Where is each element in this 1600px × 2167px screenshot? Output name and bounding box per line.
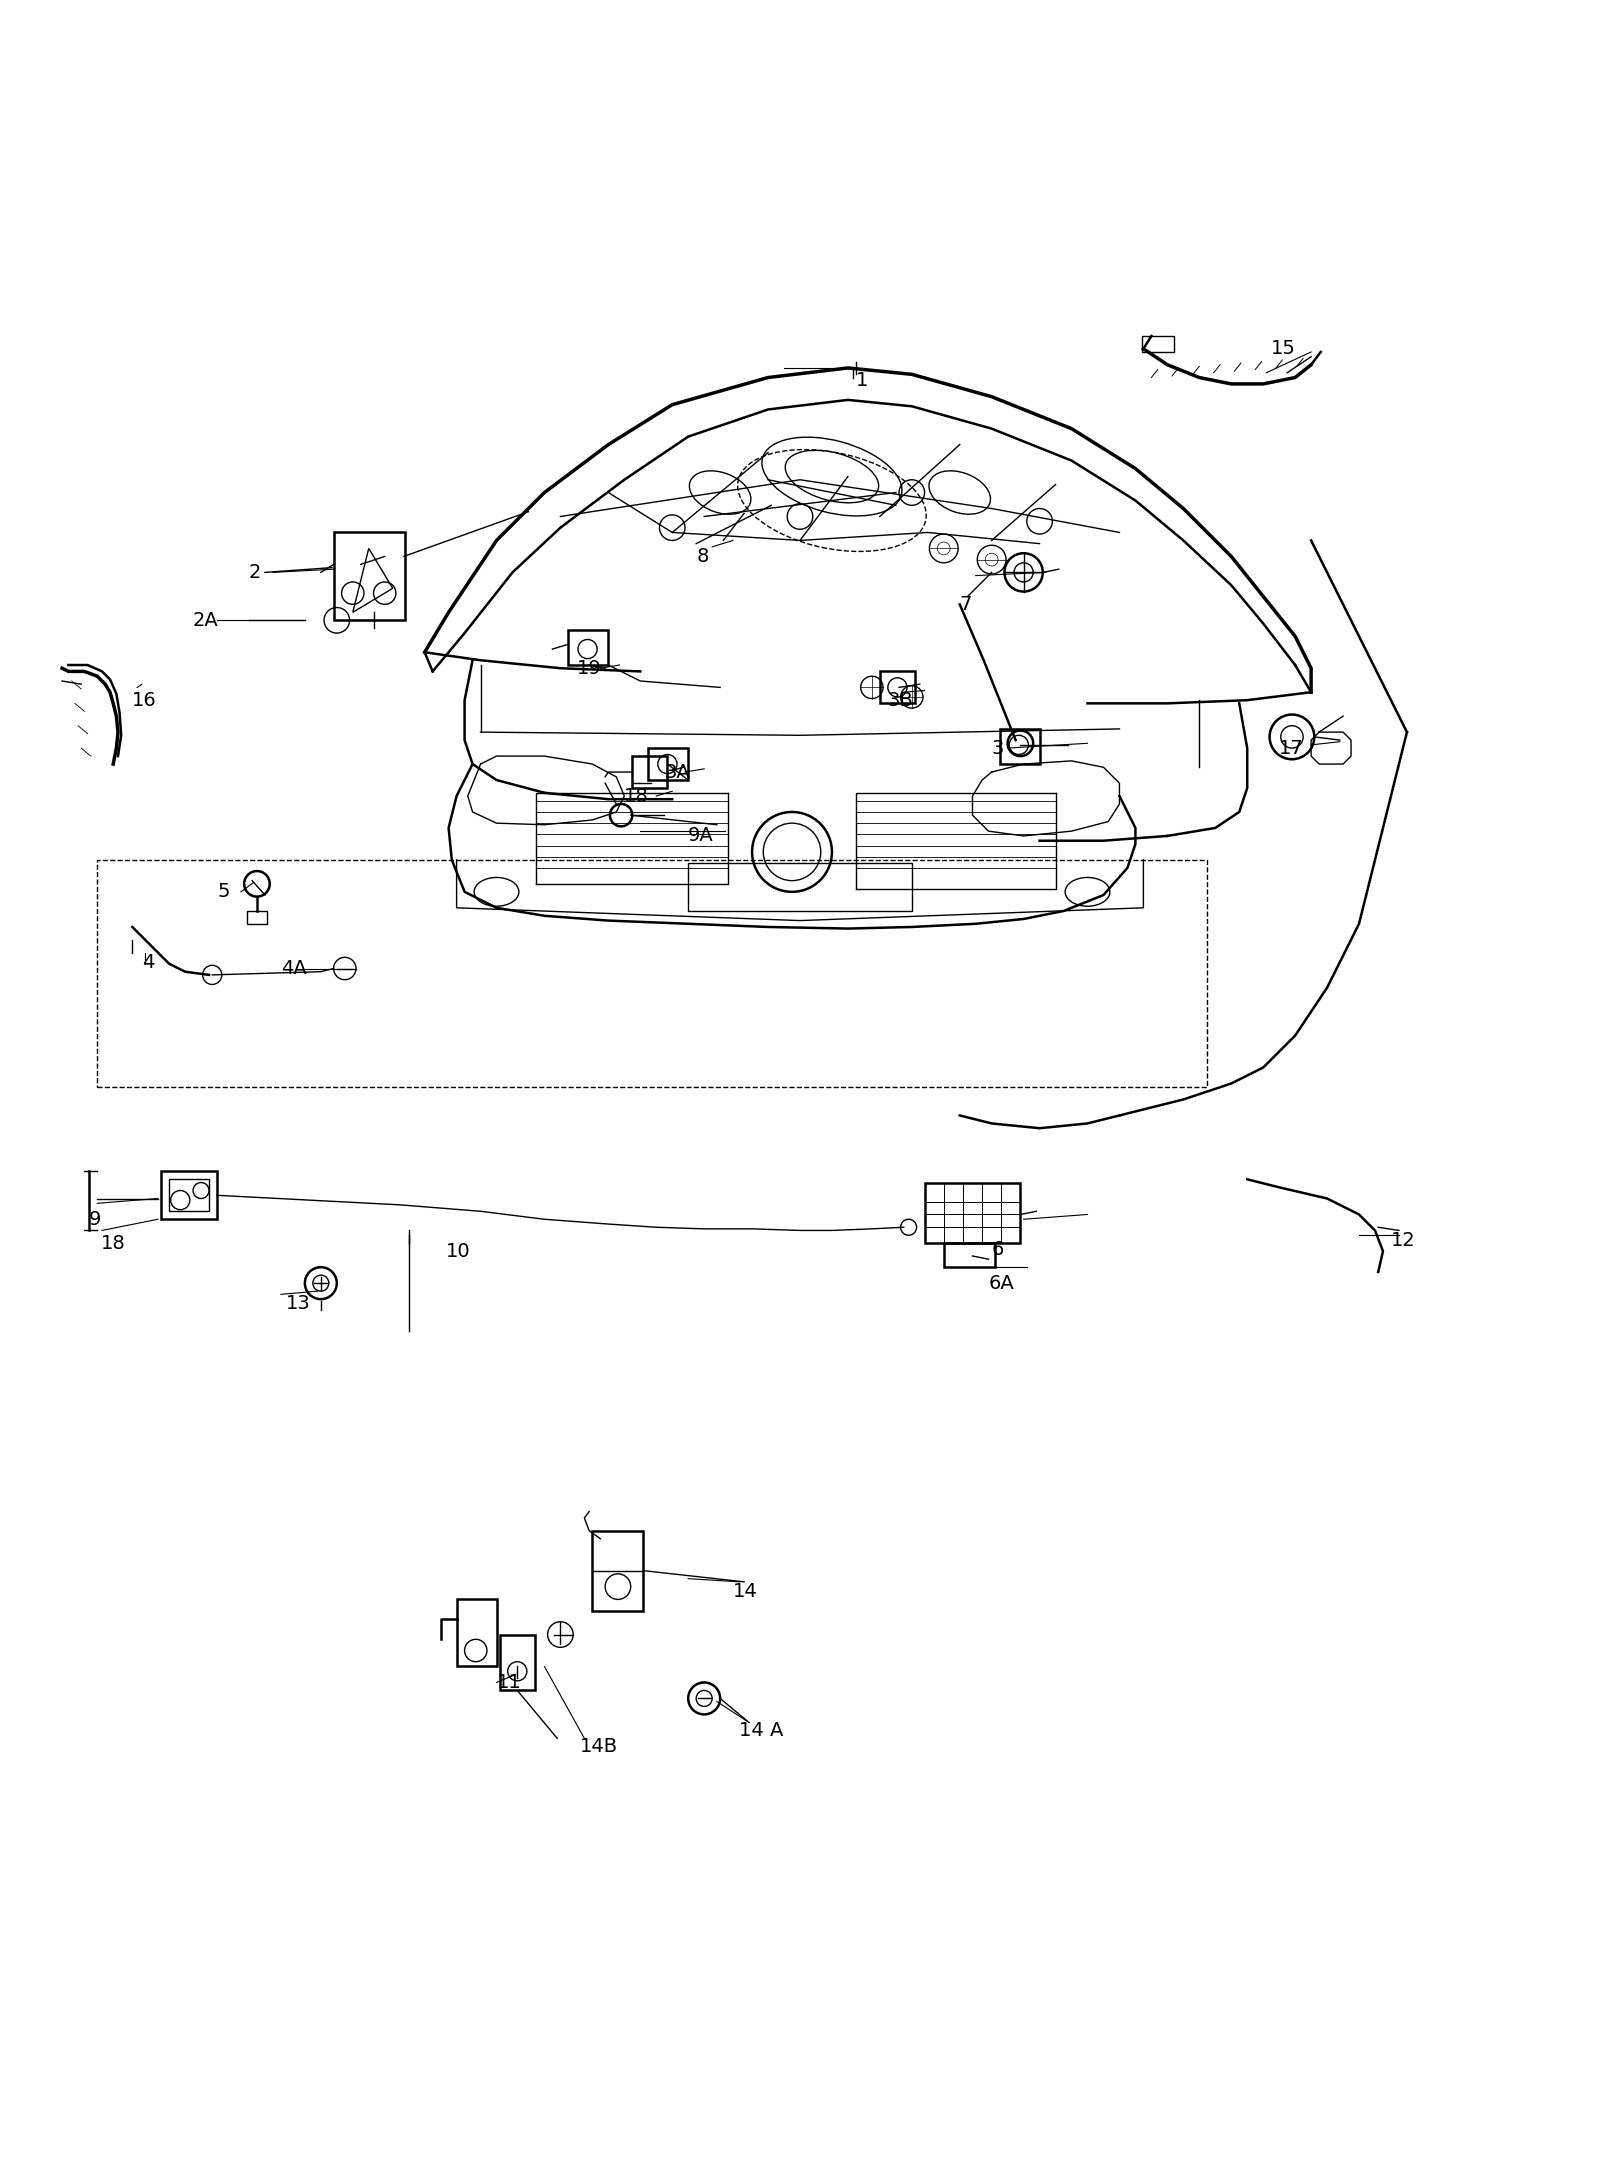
Bar (456, 1599, 496, 1666)
Text: 18: 18 (101, 1233, 125, 1253)
Text: 14: 14 (733, 1582, 758, 1601)
Text: 4: 4 (142, 953, 154, 971)
Bar (334, 533, 405, 620)
Text: 5: 5 (218, 882, 229, 901)
Text: 3: 3 (992, 739, 1005, 758)
Text: 7: 7 (960, 594, 973, 613)
Bar (648, 748, 688, 780)
Bar (248, 910, 267, 923)
Bar (162, 1172, 218, 1220)
Text: 6A: 6A (989, 1274, 1014, 1294)
Text: 15: 15 (1270, 340, 1296, 358)
Text: 2A: 2A (194, 611, 219, 631)
Bar (592, 1530, 643, 1610)
Text: 9A: 9A (688, 826, 714, 845)
Text: 17: 17 (1278, 739, 1304, 758)
Text: 3A: 3A (664, 763, 690, 782)
Bar (499, 1634, 534, 1690)
Text: 14 A: 14 A (739, 1721, 784, 1740)
Text: 1: 1 (856, 371, 869, 390)
Bar (568, 631, 608, 665)
Text: 13: 13 (286, 1294, 310, 1313)
Text: 11: 11 (496, 1673, 522, 1692)
Bar (170, 1179, 210, 1211)
Bar (688, 862, 912, 910)
Text: 12: 12 (1390, 1231, 1416, 1250)
Text: 9: 9 (90, 1209, 102, 1229)
Text: 4A: 4A (282, 960, 307, 977)
Bar (925, 1183, 1021, 1244)
Bar (944, 1244, 995, 1268)
Text: 6: 6 (992, 1240, 1005, 1259)
Text: 14B: 14B (579, 1736, 618, 1755)
Bar (1000, 728, 1040, 765)
Text: 8: 8 (696, 546, 709, 566)
Bar (880, 672, 915, 704)
Text: 19: 19 (576, 659, 602, 678)
Text: 3B: 3B (888, 691, 914, 709)
Text: 16: 16 (133, 691, 157, 709)
Text: 2: 2 (250, 563, 261, 583)
Text: 10: 10 (445, 1242, 470, 1261)
Bar (632, 756, 667, 789)
Text: 18: 18 (624, 787, 650, 806)
Bar (1142, 336, 1174, 351)
